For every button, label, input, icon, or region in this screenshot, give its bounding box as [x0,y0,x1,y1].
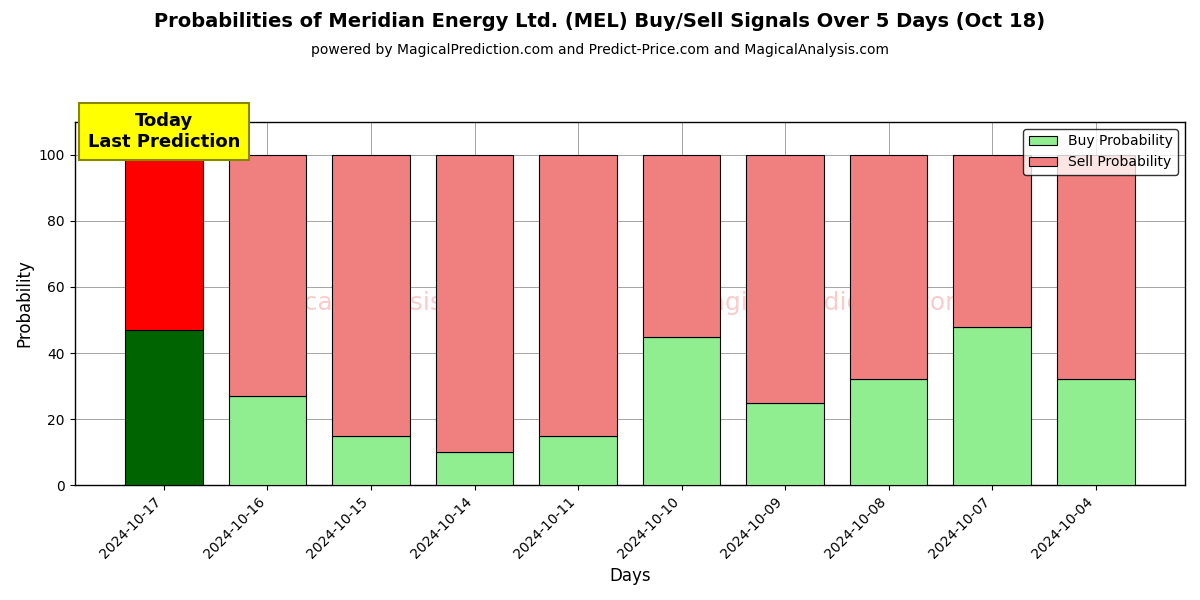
Bar [1057,379,1134,485]
Bar [229,396,306,485]
Bar [332,155,410,436]
Bar [850,379,928,485]
Bar [125,155,203,330]
Bar [539,436,617,485]
Bar [850,155,928,379]
Text: Today
Last Prediction: Today Last Prediction [88,112,240,151]
Bar [953,155,1031,326]
Bar [332,436,410,485]
Bar [436,155,514,452]
Bar [539,155,617,436]
Bar [953,326,1031,485]
Legend: Buy Probability, Sell Probability: Buy Probability, Sell Probability [1024,129,1178,175]
Bar [746,155,824,403]
Bar [746,403,824,485]
Bar [643,337,720,485]
Bar [436,452,514,485]
Y-axis label: Probability: Probability [16,260,34,347]
Text: powered by MagicalPrediction.com and Predict-Price.com and MagicalAnalysis.com: powered by MagicalPrediction.com and Pre… [311,43,889,57]
Text: MagicalPrediction.com: MagicalPrediction.com [689,292,971,316]
Bar [1057,155,1134,379]
X-axis label: Days: Days [610,567,650,585]
Bar [229,155,306,396]
Bar [643,155,720,337]
Bar [125,330,203,485]
Text: MagicalAnalysis.com: MagicalAnalysis.com [245,292,505,316]
Text: Probabilities of Meridian Energy Ltd. (MEL) Buy/Sell Signals Over 5 Days (Oct 18: Probabilities of Meridian Energy Ltd. (M… [155,12,1045,31]
